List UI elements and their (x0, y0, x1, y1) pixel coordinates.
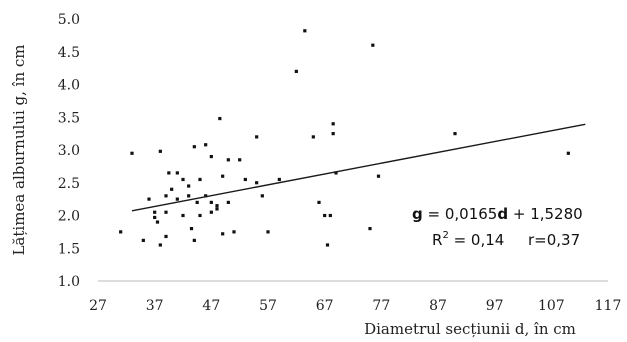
data-point (215, 204, 219, 208)
data-point (334, 171, 338, 175)
y-tick-label: 3.0 (58, 143, 80, 159)
y-tick-label: 1.0 (58, 274, 80, 290)
data-point (303, 29, 307, 33)
x-tick-label: 87 (429, 298, 447, 314)
y-axis-ticks: 1.0 1.5 2.0 2.5 3.0 3.5 4.0 4.5 5.0 (58, 12, 80, 290)
data-point (376, 174, 381, 178)
data-point (158, 243, 162, 247)
x-tick-label: 97 (486, 298, 504, 314)
data-point (147, 197, 151, 201)
r2-sup: 2 (442, 230, 448, 241)
data-point (158, 149, 162, 153)
data-point (238, 158, 242, 162)
data-point (255, 135, 259, 139)
data-point (189, 227, 194, 231)
r2-base: R (432, 231, 442, 249)
equation-intercept: + 1,5280 (508, 205, 583, 223)
y-tick-label: 2.5 (58, 176, 80, 192)
data-point (218, 116, 222, 121)
data-point (204, 194, 208, 198)
data-point (266, 230, 270, 234)
equation-g: g (412, 205, 423, 223)
data-point (232, 230, 236, 234)
x-tick-label: 57 (259, 298, 277, 314)
data-point (192, 238, 196, 242)
data-point (331, 132, 335, 136)
data-point (192, 145, 196, 149)
x-axis-ticks: 27 37 47 57 67 77 87 97 107 117 (89, 298, 621, 314)
data-point (164, 194, 168, 198)
data-point (260, 194, 264, 198)
data-point (209, 154, 213, 159)
x-tick-label: 77 (372, 298, 390, 314)
x-tick-label: 47 (202, 298, 220, 314)
data-point (277, 177, 281, 182)
data-point (221, 174, 225, 178)
data-point (209, 210, 213, 214)
x-tick-label: 37 (146, 298, 164, 314)
data-point (181, 177, 185, 182)
data-point (198, 177, 202, 182)
data-point (130, 151, 134, 155)
correlation-label: r=0,37 (528, 231, 580, 249)
x-tick-label: 107 (538, 298, 565, 314)
y-tick-label: 3.5 (58, 110, 80, 126)
data-point (167, 171, 171, 175)
data-point (204, 143, 208, 147)
y-tick-label: 2.0 (58, 209, 80, 225)
x-tick-label: 27 (89, 298, 107, 314)
x-tick-label: 117 (595, 298, 622, 314)
data-point (453, 132, 457, 136)
data-point (311, 135, 315, 139)
data-point (221, 232, 225, 236)
y-tick-label: 4.0 (58, 78, 80, 94)
data-point (153, 210, 157, 214)
data-point (215, 207, 219, 211)
data-point (325, 243, 330, 247)
data-point (181, 213, 185, 218)
data-point (226, 200, 230, 204)
data-point (153, 215, 157, 220)
data-points (119, 29, 570, 247)
y-tick-label: 1.5 (58, 241, 80, 257)
data-point (317, 200, 321, 204)
trend-line (131, 123, 586, 212)
data-point (141, 238, 145, 242)
data-point (198, 213, 202, 218)
data-point (331, 122, 335, 126)
data-point (566, 151, 570, 155)
y-axis-title: Lățimea alburnului g, în cm (10, 44, 28, 255)
equation-slope: = 0,0165 (423, 205, 498, 223)
data-point (155, 220, 160, 224)
data-point (164, 210, 168, 214)
data-point (164, 234, 168, 239)
data-point (243, 177, 247, 182)
data-point (323, 213, 327, 218)
y-tick-label: 4.5 (58, 45, 80, 61)
data-point (226, 158, 230, 162)
data-point (209, 200, 213, 204)
regression-equation: g = 0,0165d + 1,5280 (412, 205, 583, 223)
data-point (187, 184, 191, 188)
y-tick-label: 5.0 (58, 12, 80, 28)
data-point (175, 197, 179, 201)
data-point (255, 181, 259, 185)
data-point (175, 171, 179, 175)
x-tick-label: 67 (316, 298, 334, 314)
x-axis-title: Diametrul secțiunii d, în cm (364, 320, 576, 338)
data-point (119, 230, 123, 234)
data-point (368, 227, 372, 231)
r2-value: = 0,14 (449, 231, 505, 249)
data-point (187, 194, 191, 198)
data-point (371, 43, 375, 47)
equation-d: d (497, 205, 508, 223)
r-squared-label: R2 = 0,14 (432, 230, 504, 249)
data-point (294, 69, 298, 73)
data-point (328, 213, 332, 218)
data-point (195, 200, 199, 204)
data-point (170, 187, 174, 191)
